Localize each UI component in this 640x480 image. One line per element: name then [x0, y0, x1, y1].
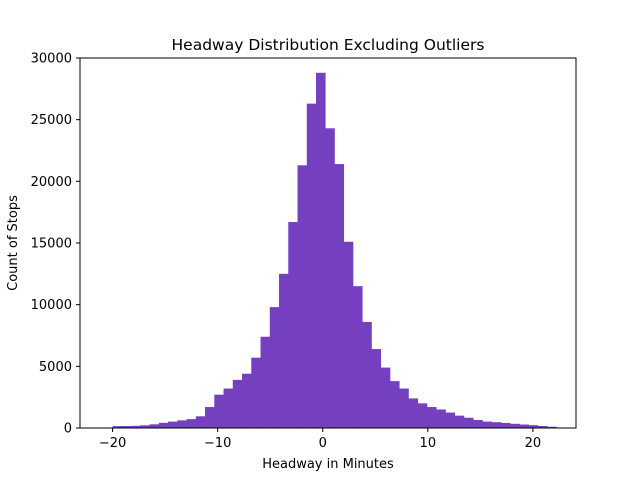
histogram-bar [334, 164, 345, 429]
y-axis-label: Count of Stops [6, 195, 21, 291]
x-tick-label: 0 [319, 436, 327, 451]
histogram-bar [362, 321, 372, 428]
histogram-bar [269, 307, 280, 428]
x-tick-label: −20 [99, 436, 126, 451]
histogram-bar [371, 349, 382, 428]
histogram-bar [519, 424, 530, 428]
y-tick-label: 30000 [31, 52, 72, 67]
histogram-bar [205, 407, 215, 428]
histogram-bar [537, 426, 548, 428]
histogram-bar [297, 165, 308, 429]
histogram-bar [149, 424, 160, 428]
histogram-bar [325, 128, 335, 429]
y-axis-ticks: 0 5000 10000 15000 20000 25000 30000 [31, 52, 80, 437]
histogram-bar [380, 367, 391, 428]
histogram-bar [168, 421, 178, 428]
histogram-bar [140, 425, 150, 428]
histogram-bar [454, 415, 465, 428]
histogram-bar [242, 373, 252, 428]
x-tick-label: 10 [420, 436, 437, 451]
histogram-bar [390, 381, 400, 428]
histogram-bar [500, 422, 511, 428]
x-tick-label: 20 [525, 436, 542, 451]
histogram-bar [186, 419, 197, 428]
histogram-bar [112, 426, 123, 428]
histogram-bar [491, 422, 502, 428]
histogram-bar [260, 336, 271, 428]
y-tick-label: 0 [64, 422, 72, 437]
histogram-bar [343, 241, 354, 428]
histogram-bar [288, 222, 298, 428]
x-axis-label: Headway in Minutes [262, 457, 394, 472]
histogram-bar [223, 388, 234, 428]
histogram-bar [445, 412, 456, 428]
histogram-bar [195, 416, 206, 428]
histogram-bar [463, 417, 474, 428]
y-tick-label: 5000 [39, 360, 72, 375]
histogram-bar [417, 403, 428, 428]
histogram-bar [232, 379, 243, 428]
histogram-bar [177, 420, 187, 428]
y-tick-label: 25000 [31, 113, 72, 128]
histogram-bar [279, 273, 289, 428]
histogram-bar [251, 357, 261, 428]
plot-frame [79, 57, 577, 429]
histogram-bar [131, 425, 141, 428]
histogram-bar [399, 388, 409, 428]
histogram-bar [306, 103, 317, 428]
histogram-bar [473, 419, 483, 428]
histogram-bar [426, 407, 437, 428]
histogram-bar [121, 426, 132, 428]
bars-group [112, 72, 557, 429]
histogram-bar [547, 426, 557, 428]
y-tick-label: 15000 [31, 237, 72, 252]
histogram-bar [408, 398, 419, 428]
chart-title: Headway Distribution Excluding Outliers [172, 36, 485, 54]
y-tick-label: 10000 [31, 298, 72, 313]
histogram-bar [214, 394, 224, 428]
histogram-bar [353, 286, 363, 428]
histogram-bar [158, 422, 169, 428]
y-tick-label: 20000 [31, 175, 72, 190]
x-axis-ticks: −20 −10 0 10 20 [99, 428, 541, 451]
histogram-bar [436, 409, 446, 428]
histogram-bar [510, 423, 520, 428]
x-tick-label: −10 [204, 436, 231, 451]
histogram-bar [528, 425, 539, 428]
histogram-bar [482, 421, 493, 428]
histogram-bar [316, 72, 326, 429]
